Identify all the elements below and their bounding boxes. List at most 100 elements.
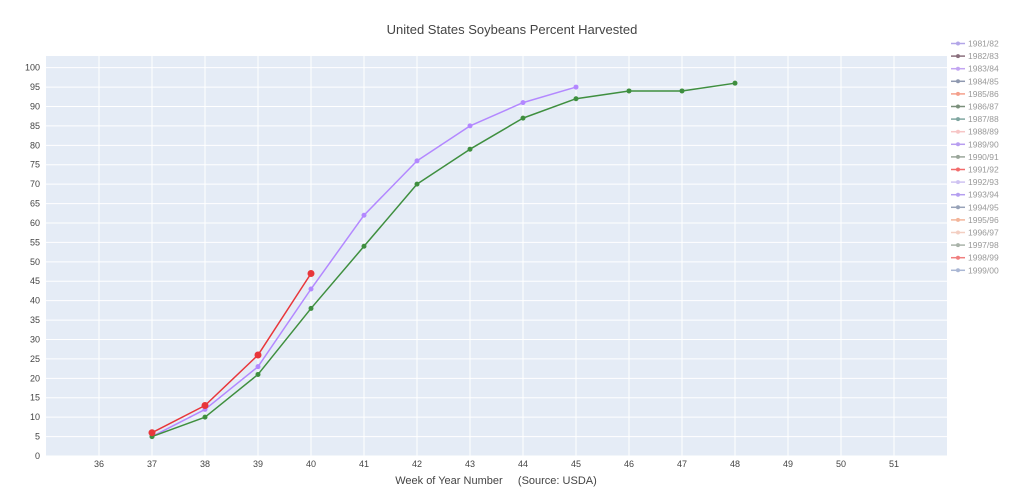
legend-label: 1999/00	[968, 265, 999, 275]
legend-label: 1988/89	[968, 127, 999, 137]
legend-marker	[956, 54, 960, 59]
x-tick-label: 37	[147, 459, 157, 469]
x-tick-label: 36	[94, 459, 104, 469]
data-point	[626, 88, 632, 94]
data-point	[520, 100, 526, 106]
legend-item[interactable]: 1998/99	[951, 253, 999, 263]
y-tick-label: 25	[30, 354, 40, 364]
legend-item[interactable]: 1999/00	[951, 265, 999, 275]
y-tick-labels: 0 5 10 15 20 25 30 35 40 45 50 55 60 65 70 75 80 85 90 95 10…	[25, 63, 40, 461]
x-tick-label: 48	[730, 459, 740, 469]
data-point	[307, 269, 315, 277]
series-3	[148, 269, 315, 437]
legend-label: 1996/97	[968, 228, 999, 238]
x-tick-label: 47	[677, 459, 687, 469]
legend-label: 1989/90	[968, 139, 999, 149]
y-tick-label: 95	[30, 82, 40, 92]
y-tick-label: 55	[30, 237, 40, 247]
legend[interactable]: 1981/82 1982/83 1983/84 1984/85 1985/86 1986/…	[951, 39, 999, 276]
legend-item[interactable]: 1986/87	[951, 102, 999, 112]
legend-marker	[956, 91, 960, 96]
data-point	[254, 351, 262, 359]
legend-marker	[956, 243, 960, 248]
legend-item[interactable]: 1996/97	[951, 228, 999, 238]
legend-label: 1984/85	[968, 76, 999, 86]
data-point	[255, 371, 261, 377]
data-point	[201, 402, 209, 410]
x-tick-label: 49	[783, 459, 793, 469]
x-tick-label: 45	[571, 459, 581, 469]
data-point	[732, 80, 738, 86]
x-tick-label: 41	[359, 459, 369, 469]
data-point	[148, 429, 156, 437]
legend-marker	[956, 230, 960, 235]
legend-item[interactable]: 1995/96	[951, 215, 999, 225]
data-point	[308, 286, 314, 292]
legend-label: 1986/87	[968, 102, 999, 112]
legend-item[interactable]: 1988/89	[951, 127, 999, 137]
legend-item[interactable]: 1997/98	[951, 240, 999, 250]
legend-label: 1991/92	[968, 165, 999, 175]
x-axis-title: Week of Year Number (Source: USDA)	[395, 475, 597, 487]
legend-marker	[956, 66, 960, 71]
data-point	[202, 414, 208, 420]
series-line	[151, 82, 736, 438]
x-tick-label: 46	[624, 459, 634, 469]
y-tick-label: 65	[30, 199, 40, 209]
data-point	[361, 212, 367, 218]
legend-label: 1997/98	[968, 240, 999, 250]
y-tick-label: 100	[25, 63, 40, 73]
legend-marker	[956, 41, 960, 46]
x-tick-labels: 36 37 38 39 40 41 42 43 44 45 46 47 48 49 50 51	[94, 459, 899, 469]
x-tick-label: 42	[412, 459, 422, 469]
data-point	[255, 364, 261, 370]
y-tick-label: 30	[30, 334, 40, 344]
y-tick-label: 35	[30, 315, 40, 325]
data-point	[467, 146, 473, 152]
x-tick-label: 44	[518, 459, 528, 469]
legend-marker	[956, 268, 960, 273]
data-point	[467, 123, 473, 129]
legend-item[interactable]: 1981/82	[951, 39, 999, 49]
legend-marker	[956, 255, 960, 260]
legend-marker	[956, 192, 960, 197]
legend-label: 1994/95	[968, 202, 999, 212]
data-point	[573, 84, 579, 90]
legend-item[interactable]: 1987/88	[951, 114, 999, 124]
data-point	[414, 181, 420, 187]
legend-item[interactable]: 1993/94	[951, 190, 999, 200]
series-2	[149, 80, 738, 440]
legend-item[interactable]: 1982/83	[951, 51, 999, 61]
legend-marker	[956, 180, 960, 185]
plot-area	[46, 56, 947, 456]
legend-item[interactable]: 1991/92	[951, 165, 999, 175]
y-tick-label: 90	[30, 101, 40, 111]
legend-label: 1985/86	[968, 89, 999, 99]
legend-item[interactable]: 1989/90	[951, 139, 999, 149]
y-tick-label: 60	[30, 218, 40, 228]
y-tick-label: 40	[30, 296, 40, 306]
data-point	[573, 96, 579, 102]
legend-label: 1981/82	[968, 39, 999, 49]
series-line	[151, 273, 312, 434]
legend-label: 1995/96	[968, 215, 999, 225]
legend-item[interactable]: 1992/93	[951, 177, 999, 187]
legend-item[interactable]: 1983/84	[951, 64, 999, 74]
legend-label: 1982/83	[968, 51, 999, 61]
legend-marker	[956, 129, 960, 134]
legend-label: 1992/93	[968, 177, 999, 187]
y-tick-label: 70	[30, 179, 40, 189]
y-tick-label: 50	[30, 257, 40, 267]
x-tick-label: 40	[306, 459, 316, 469]
legend-item[interactable]: 1984/85	[951, 76, 999, 86]
legend-item[interactable]: 1990/91	[951, 152, 999, 162]
legend-marker	[956, 104, 960, 109]
legend-marker	[956, 205, 960, 210]
data-point	[520, 115, 526, 121]
legend-marker	[956, 79, 960, 84]
x-tick-label: 38	[200, 459, 210, 469]
legend-label: 1998/99	[968, 253, 999, 263]
legend-item[interactable]: 1994/95	[951, 202, 999, 212]
legend-item[interactable]: 1985/86	[951, 89, 999, 99]
